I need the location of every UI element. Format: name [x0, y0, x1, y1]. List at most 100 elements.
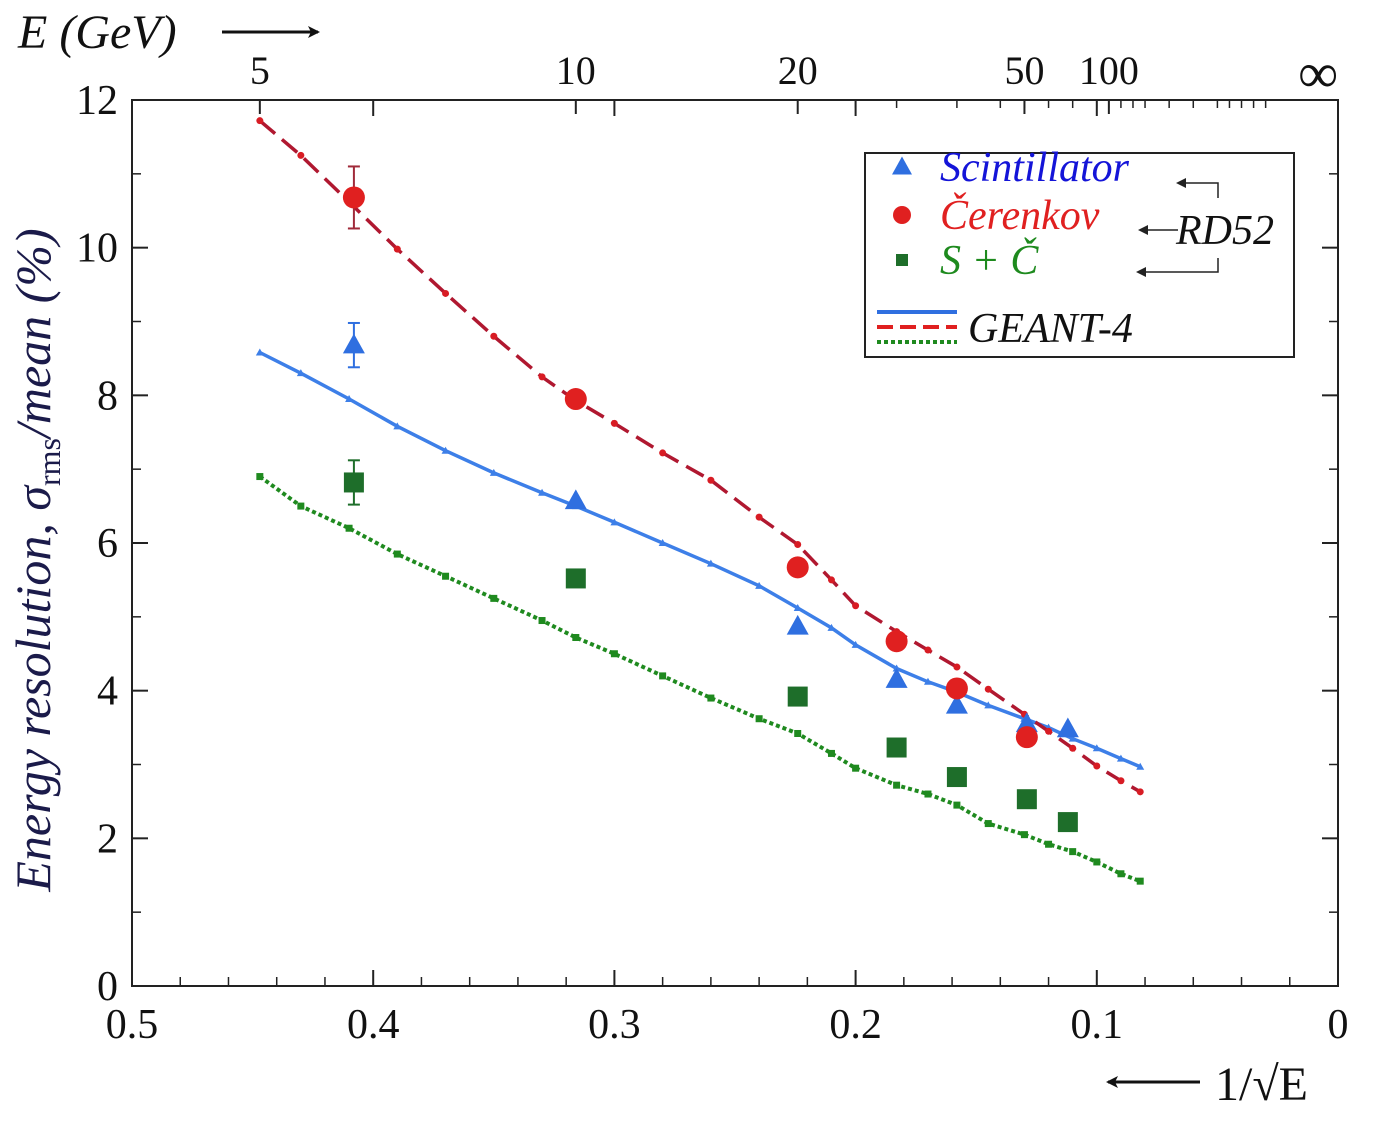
- data-point-triangle: [1056, 717, 1079, 738]
- sim-point-marker: [610, 419, 618, 427]
- y-tick-label: 10: [76, 226, 118, 272]
- sim-point-marker: [1093, 858, 1101, 866]
- sim-point-marker: [297, 502, 305, 510]
- sim-point-marker: [892, 664, 901, 672]
- data-point-circle: [945, 677, 968, 700]
- sim-point-marker: [659, 449, 667, 457]
- y-tick-label: 4: [97, 669, 118, 715]
- sim-point-marker: [1136, 877, 1144, 885]
- legend-sim-label: GEANT-4: [968, 306, 1133, 352]
- data-point-triangle: [786, 614, 809, 635]
- sim-point-marker: [827, 749, 835, 757]
- data-point-square: [886, 737, 907, 758]
- sim-point-marker: [706, 559, 715, 567]
- sim-point-marker: [1069, 848, 1077, 856]
- top-axis-title: E (GeV): [17, 6, 177, 59]
- sim-point-marker: [538, 617, 546, 625]
- data-point-triangle: [1015, 712, 1038, 733]
- sim-line-solid: [259, 350, 1141, 769]
- y-tick-label: 0: [97, 964, 118, 1010]
- sim-point-marker: [755, 715, 763, 723]
- sim-point-marker: [953, 801, 961, 809]
- sim-point-marker: [1045, 727, 1053, 735]
- sim-point-marker: [1092, 744, 1101, 752]
- sim-point-marker: [924, 646, 932, 654]
- sim-point-marker: [794, 540, 802, 548]
- legend-label: Scintillator: [940, 145, 1130, 191]
- legend-label: S + Č: [940, 237, 1039, 284]
- sim-point-marker: [610, 518, 619, 526]
- sim-point-marker: [852, 764, 860, 772]
- sim-point-marker: [255, 348, 264, 356]
- x-tick-label: 0.2: [829, 1002, 882, 1048]
- sim-point-marker: [490, 594, 498, 602]
- legend-marker-circle: [893, 206, 911, 224]
- sim-point-marker: [538, 373, 546, 381]
- sim-point-marker: [924, 790, 932, 798]
- sim-point-marker: [755, 581, 764, 589]
- legend-box: [864, 152, 1295, 358]
- sim-point-marker: [1093, 762, 1101, 770]
- sim-point-marker: [852, 602, 860, 610]
- top-tick-label: ∞: [1298, 43, 1338, 105]
- sim-point-marker: [489, 468, 498, 476]
- top-tick-label: 100: [1079, 48, 1139, 93]
- sim-point-marker: [490, 332, 498, 340]
- x-tick-label: 0.3: [588, 1002, 641, 1048]
- data-point-circle: [885, 630, 908, 653]
- y-tick-label: 2: [97, 816, 118, 862]
- top-tick-label: 10: [556, 48, 596, 93]
- data-point-circle: [786, 556, 809, 579]
- sim-point-marker: [1117, 870, 1125, 878]
- y-tick-label: 8: [97, 373, 118, 419]
- sim-point-marker: [707, 476, 715, 484]
- sim-point-marker: [1045, 840, 1053, 848]
- x-axis-title: 1/√E: [1215, 1058, 1308, 1111]
- sim-point-marker: [1117, 777, 1125, 785]
- data-point-triangle: [945, 693, 968, 714]
- sim-point-marker: [296, 369, 305, 377]
- data-point-square: [1016, 789, 1037, 810]
- y-axis-title-subscript: rms: [31, 438, 67, 486]
- legend-rd52-arrowheads: [1136, 178, 1186, 277]
- legend-marker-triangle: [892, 156, 912, 175]
- sim-point-marker: [1136, 762, 1145, 770]
- y-axis-title: Energy resolution, σrms/mean (%): [5, 228, 67, 892]
- simulation-lines: [255, 117, 1145, 885]
- sim-point-marker: [256, 117, 264, 125]
- sim-point-marker: [984, 820, 992, 828]
- sim-point-marker: [345, 395, 354, 403]
- x-tick-label: 0.4: [347, 1002, 400, 1048]
- data-points: [342, 165, 1079, 833]
- sim-point-marker: [345, 524, 353, 532]
- data-point-circle: [1015, 726, 1038, 749]
- sim-point-marker: [1116, 754, 1125, 762]
- data-point-circle: [342, 186, 365, 209]
- sim-point-marker: [923, 677, 932, 685]
- sim-point-marker: [442, 572, 450, 580]
- sim-point-marker: [442, 289, 450, 297]
- x-tick-label: 0: [1328, 1002, 1349, 1048]
- legend-marker-square: [896, 254, 908, 266]
- top-tick-label: 50: [1004, 48, 1044, 93]
- sim-point-marker: [893, 781, 901, 789]
- data-point-circle: [564, 388, 587, 411]
- sim-point-marker: [659, 672, 667, 680]
- legend-group-label: RD52: [1175, 208, 1274, 254]
- sim-point-marker: [256, 473, 264, 481]
- sim-line-dotted: [258, 474, 1141, 884]
- sim-point-marker: [827, 576, 835, 584]
- y-axis-title-suffix: /mean (%): [5, 228, 61, 441]
- sim-point-marker: [953, 663, 961, 671]
- data-point-square: [565, 568, 586, 589]
- data-point-triangle: [885, 668, 908, 688]
- y-axis-ticks: 0 2 4 6 8 10 12: [76, 78, 1338, 1010]
- sim-point-marker: [794, 729, 802, 737]
- top-energy-ticks: 5 10 20 50 100 ∞: [250, 43, 1339, 114]
- sim-point-marker: [984, 701, 993, 709]
- y-axis-title-main: Energy resolution, σ: [5, 484, 61, 893]
- sim-point-marker: [610, 650, 618, 658]
- data-point-square: [343, 472, 364, 493]
